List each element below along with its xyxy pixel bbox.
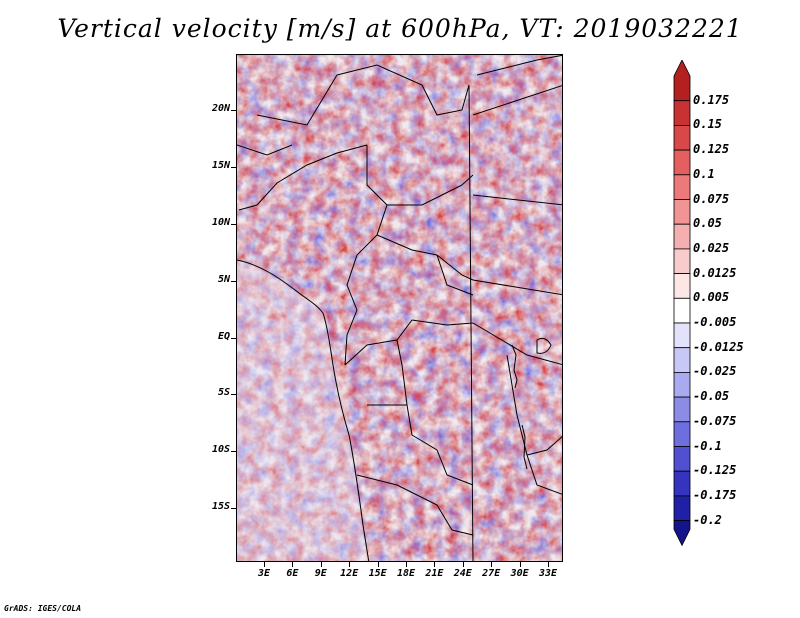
lon-label: 24E <box>453 568 472 579</box>
lon-label: 27E <box>482 568 501 579</box>
lat-tick <box>231 394 236 395</box>
lat-label: 5N <box>217 274 230 285</box>
lon-tick <box>462 562 464 567</box>
colorbar-segment <box>673 470 691 497</box>
colorbar-segment <box>673 273 691 299</box>
colorbar-label: 0.05 <box>693 216 722 231</box>
lon-tick <box>434 562 436 567</box>
lat-label: 10N <box>211 217 230 228</box>
lat-label: 5S <box>217 387 230 398</box>
colorbar-label: 0.0125 <box>693 265 737 280</box>
lon-label: 21E <box>425 568 444 579</box>
colorbar-segment <box>673 495 691 521</box>
lon-tick <box>349 562 351 567</box>
lon-tick <box>264 562 265 567</box>
colorbar-segment <box>673 371 691 398</box>
colorbar-label: 0.125 <box>693 142 730 157</box>
colorbar-label: 0.005 <box>693 290 730 305</box>
lat-label: 10S <box>211 444 230 455</box>
lon-label: 30E <box>510 568 529 579</box>
lon-tick <box>377 562 379 567</box>
velocity-field-map <box>237 55 562 561</box>
lon-label: 6E <box>286 568 299 579</box>
colorbar-segment <box>673 520 691 547</box>
colorbar-label: -0.0125 <box>693 339 744 354</box>
lon-label: 12E <box>340 568 359 579</box>
lat-tick <box>231 451 236 452</box>
lon-label: 15E <box>368 568 387 579</box>
colorbar-label: -0.025 <box>693 364 737 379</box>
lat-tick <box>231 281 236 282</box>
colorbar-segment <box>673 100 691 126</box>
colorbar-label: 0.025 <box>693 240 730 255</box>
lat-label: 15N <box>211 160 230 171</box>
colorbar-label: -0.05 <box>693 389 730 404</box>
colorbar-segment <box>673 199 691 225</box>
colorbar <box>673 60 691 547</box>
lon-label: 9E <box>314 568 327 579</box>
footer-credit: GrADS: IGES/COLA <box>4 604 82 613</box>
colorbar-segment <box>673 297 691 324</box>
colorbar-label: 0.075 <box>693 191 730 206</box>
velocity-field-texture <box>237 55 562 561</box>
lon-tick <box>292 562 294 567</box>
lon-tick <box>320 562 322 567</box>
lat-tick <box>231 338 236 339</box>
lat-tick <box>231 110 236 111</box>
colorbar-segment <box>673 174 691 200</box>
country-borders <box>237 55 562 561</box>
colorbar-label: -0.075 <box>693 413 737 428</box>
colorbar-segment <box>673 149 691 176</box>
colorbar-segment <box>673 347 691 373</box>
colorbar-label: -0.125 <box>693 463 737 478</box>
ocean-region <box>237 260 367 561</box>
colorbar-segment <box>673 248 691 274</box>
lat-label: EQ <box>217 331 230 342</box>
colorbar-label: -0.1 <box>693 438 722 453</box>
lat-tick <box>231 508 236 509</box>
colorbar-segment <box>673 322 691 349</box>
lat-tick <box>231 167 236 168</box>
colorbar-label: 0.175 <box>693 92 730 107</box>
lon-tick <box>548 562 549 567</box>
lon-tick <box>406 562 407 567</box>
chart-title: Vertical velocity [m/s] at 600hPa, VT: 2… <box>57 14 743 43</box>
colorbar-segment <box>673 125 691 151</box>
lat-label: 20N <box>211 103 230 114</box>
colorbar-label: -0.175 <box>693 487 737 502</box>
map-plot-area <box>236 54 563 562</box>
colorbar-label: 0.15 <box>693 117 722 132</box>
lon-label: 3E <box>257 568 271 579</box>
colorbar-segment <box>673 396 691 423</box>
colorbar-label: 0.1 <box>693 166 715 181</box>
lakes <box>511 337 552 470</box>
lat-label: 15S <box>211 501 230 512</box>
colorbar-segment <box>673 446 691 472</box>
colorbar-segment <box>673 60 691 102</box>
lon-tick <box>491 562 493 567</box>
colorbar-segment <box>673 421 691 447</box>
colorbar-segment <box>673 223 691 250</box>
lon-tick <box>519 562 521 567</box>
lon-label: 18E <box>396 568 416 579</box>
lat-tick <box>231 224 236 225</box>
colorbar-label: -0.005 <box>693 315 737 329</box>
lon-label: 33E <box>538 568 558 579</box>
colorbar-label: -0.2 <box>693 512 722 527</box>
